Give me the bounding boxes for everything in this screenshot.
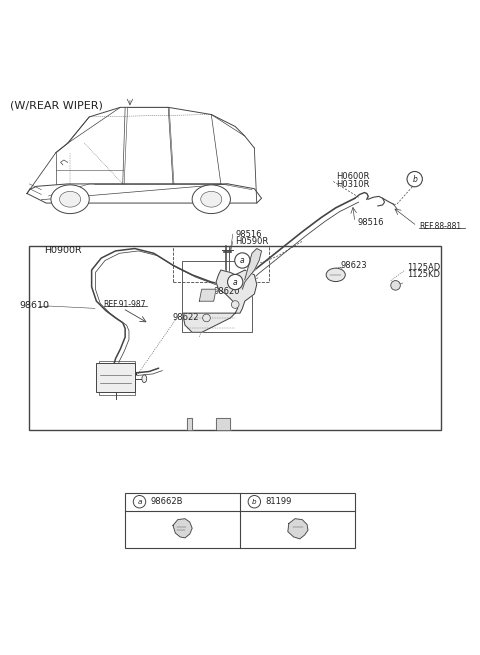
Circle shape — [133, 495, 146, 508]
Ellipse shape — [51, 185, 89, 214]
Text: H0590R: H0590R — [235, 237, 268, 246]
Text: a: a — [137, 498, 142, 505]
Circle shape — [231, 301, 239, 309]
Bar — [125, 493, 355, 548]
Polygon shape — [216, 419, 230, 430]
Text: 98623: 98623 — [340, 261, 367, 270]
Text: 98622: 98622 — [173, 314, 200, 322]
Ellipse shape — [192, 185, 230, 214]
Text: 98610: 98610 — [19, 301, 49, 310]
Text: 98662B: 98662B — [150, 497, 182, 506]
Text: 98515A: 98515A — [106, 368, 138, 377]
Text: 98516: 98516 — [357, 217, 384, 227]
Text: 98510A: 98510A — [99, 375, 131, 384]
Bar — [99, 361, 135, 394]
Polygon shape — [182, 270, 257, 332]
Text: REF.88-881: REF.88-881 — [420, 221, 462, 231]
Circle shape — [248, 495, 261, 508]
Circle shape — [235, 253, 250, 268]
Polygon shape — [288, 519, 308, 539]
Bar — [181, 261, 252, 332]
Text: a: a — [240, 256, 245, 265]
Text: H0900R: H0900R — [44, 246, 82, 255]
Bar — [173, 246, 269, 282]
Text: b: b — [252, 498, 257, 505]
Ellipse shape — [201, 191, 222, 207]
Circle shape — [391, 280, 400, 290]
Circle shape — [203, 314, 210, 322]
Polygon shape — [173, 519, 192, 538]
Text: 1125AD: 1125AD — [408, 263, 441, 272]
Text: 98516: 98516 — [235, 230, 262, 238]
Text: 1125KD: 1125KD — [408, 271, 441, 279]
Polygon shape — [199, 290, 216, 301]
Circle shape — [228, 274, 243, 290]
Text: H0600R: H0600R — [336, 172, 369, 181]
Text: 98620: 98620 — [214, 287, 240, 296]
Ellipse shape — [60, 191, 81, 207]
Bar — [96, 364, 135, 392]
Text: REF.91-987: REF.91-987 — [104, 300, 146, 309]
Text: 98510A: 98510A — [99, 375, 131, 384]
Text: 81199: 81199 — [265, 497, 291, 506]
Circle shape — [407, 172, 422, 187]
Text: 98515A: 98515A — [106, 368, 138, 377]
Ellipse shape — [142, 375, 147, 383]
Bar — [29, 246, 441, 430]
Polygon shape — [242, 248, 262, 290]
Ellipse shape — [326, 268, 345, 282]
Text: a: a — [233, 278, 238, 286]
Text: H0310R: H0310R — [336, 180, 369, 189]
Polygon shape — [187, 419, 192, 430]
Text: (W/REAR WIPER): (W/REAR WIPER) — [10, 100, 103, 110]
Text: b: b — [412, 175, 417, 183]
